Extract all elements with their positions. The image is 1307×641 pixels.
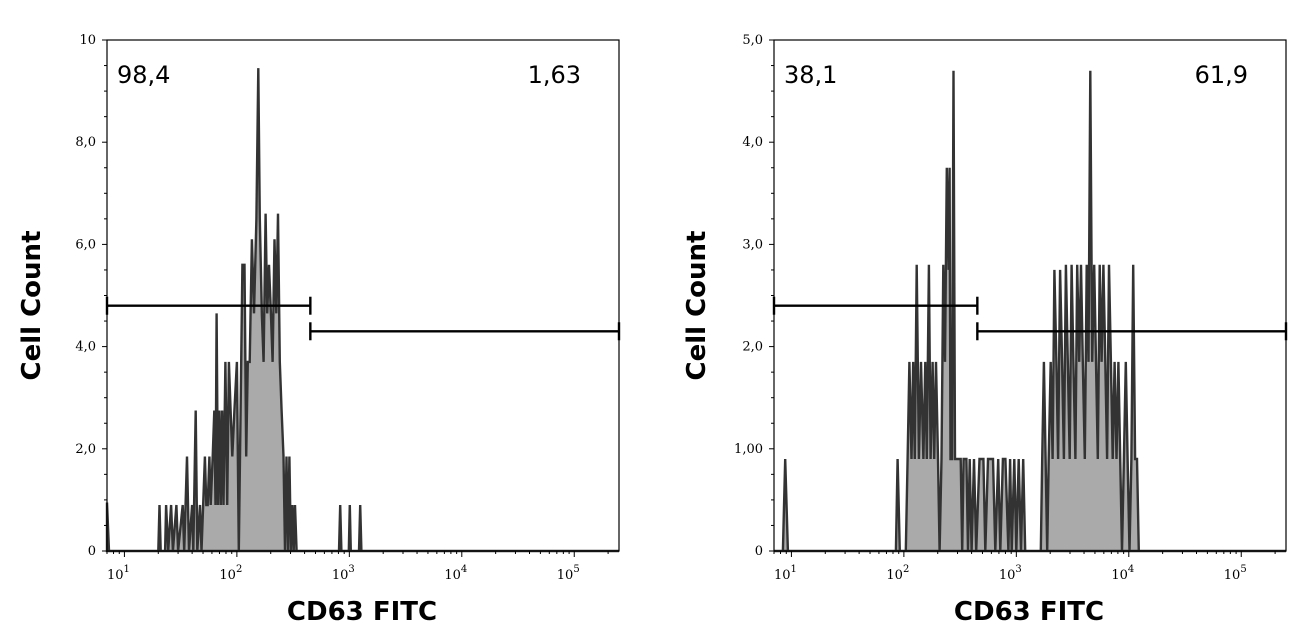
x-tick-base: 10 [557, 568, 574, 583]
x-tick-label: 102 [219, 564, 242, 583]
x-tick-base: 10 [219, 568, 236, 583]
y-tick-label: 5,0 [742, 33, 763, 48]
y-axis-title: Cell Count [17, 231, 47, 381]
x-tick-label: 101 [774, 564, 797, 583]
x-tick-label: 104 [444, 564, 467, 583]
gate-percentage-label: 98,4 [117, 61, 170, 89]
x-tick-base: 10 [1224, 568, 1241, 583]
gate-percentage-label: 61,9 [1195, 61, 1248, 89]
x-tick-exponent: 5 [1240, 564, 1246, 575]
x-tick-label: 105 [1224, 564, 1247, 583]
x-tick-base: 10 [1111, 568, 1128, 583]
y-tick-label: 0 [88, 544, 96, 559]
x-tick-exponent: 5 [573, 564, 579, 575]
x-tick-exponent: 1 [124, 564, 130, 575]
x-tick-base: 10 [774, 568, 791, 583]
y-tick-label: 4,0 [742, 135, 763, 150]
x-tick-label: 103 [332, 564, 355, 583]
x-tick-label: 104 [1111, 564, 1134, 583]
gate-percentage-label: 38,1 [784, 61, 837, 89]
x-tick-label: 103 [999, 564, 1022, 583]
x-tick-exponent: 4 [1128, 564, 1134, 575]
x-tick-exponent: 2 [236, 564, 242, 575]
x-tick-label: 105 [557, 564, 580, 583]
histogram-series [774, 70, 1286, 553]
y-tick-label: 0 [755, 544, 763, 559]
x-tick-base: 10 [444, 568, 461, 583]
x-tick-exponent: 3 [1015, 564, 1021, 575]
x-tick-exponent: 2 [903, 564, 909, 575]
x-tick-label: 101 [107, 564, 130, 583]
x-axis-title: CD63 FITC [287, 597, 437, 627]
x-tick-exponent: 1 [791, 564, 797, 575]
x-tick-label: 102 [886, 564, 909, 583]
x-tick-base: 10 [107, 568, 124, 583]
plot-frame [773, 39, 1287, 552]
x-tick-exponent: 3 [348, 564, 354, 575]
y-tick-label: 8,0 [75, 135, 96, 150]
plot-frame [106, 39, 620, 552]
gate-percentage-label: 1,63 [528, 61, 581, 89]
y-tick-label: 1,00 [734, 442, 763, 457]
x-tick-base: 10 [332, 568, 349, 583]
x-tick-base: 10 [999, 568, 1016, 583]
histogram-series [105, 68, 619, 553]
x-tick-exponent: 4 [461, 564, 467, 575]
y-tick-label: 4,0 [75, 340, 96, 355]
y-tick-label: 2,0 [742, 340, 763, 355]
x-tick-base: 10 [886, 568, 903, 583]
y-axis-title: Cell Count [682, 231, 712, 381]
y-tick-label: 3,0 [742, 237, 763, 252]
x-axis-title: CD63 FITC [954, 597, 1104, 627]
y-tick-label: 10 [79, 33, 96, 48]
y-tick-label: 6,0 [75, 237, 96, 252]
y-tick-label: 2,0 [75, 442, 96, 457]
